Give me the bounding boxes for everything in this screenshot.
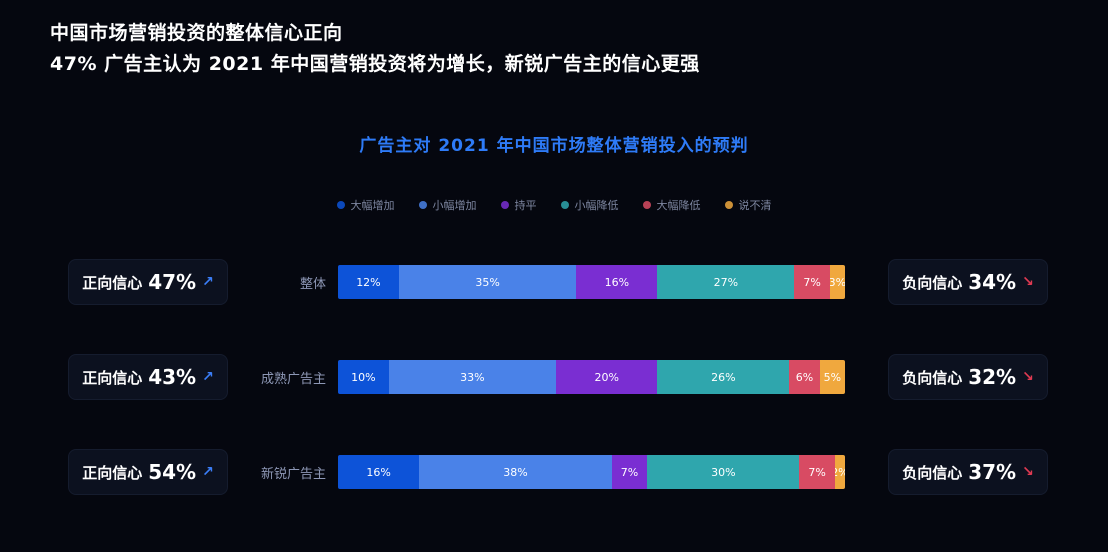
chart-row-emerging-advertisers: 正向信心 54% ↗ 新锐广告主 16% 38% 7% 30% 7% 2% 负向…: [0, 449, 1108, 495]
category-label: 成熟广告主: [260, 371, 326, 387]
subheadline: 47% 广告主认为 2021 年中国营销投资将为增长，新锐广告主的信心更强: [50, 53, 700, 76]
segment-value: 27%: [713, 275, 739, 289]
segment-value: 3%: [829, 275, 845, 289]
negative-confidence-card: 负向信心 37% ↘: [888, 449, 1048, 495]
bar-segment: 35%: [398, 265, 577, 299]
segment-value: 2%: [835, 466, 845, 479]
legend-dot: [642, 201, 651, 209]
card-value: 34%: [968, 270, 1017, 294]
trend-down-icon: ↘: [1022, 369, 1034, 385]
card-value: 47%: [148, 270, 197, 294]
bar-segment: 7%: [611, 455, 648, 489]
legend-label: 说不清: [738, 199, 772, 212]
segment-value: 7%: [620, 465, 639, 479]
legend-dot: [418, 201, 427, 209]
bar-segment: 10%: [338, 360, 389, 394]
chart-row-overall: 正向信心 47% ↗ 整体 12% 35% 16% 27% 7% 3% 负向信心…: [0, 259, 1108, 305]
segment-value: 7%: [803, 275, 821, 289]
legend-label: 大幅增加: [350, 199, 395, 212]
legend-item: 小幅降低: [560, 197, 619, 213]
bar-segment: 26%: [657, 360, 790, 394]
legend-item: 小幅增加: [418, 197, 477, 213]
card-label: 正向信心: [82, 368, 143, 387]
card-label: 负向信心: [902, 463, 963, 482]
segment-value: 35%: [475, 275, 500, 289]
card-value: 43%: [148, 365, 197, 389]
segment-value: 20%: [594, 370, 619, 384]
bar-segment: 3%: [829, 265, 845, 299]
trend-down-icon: ↘: [1022, 464, 1034, 480]
negative-confidence-card: 负向信心 32% ↘: [888, 354, 1048, 400]
legend-item: 持平: [500, 197, 537, 213]
segment-value: 10%: [351, 370, 376, 384]
bar-segment: 16%: [338, 455, 420, 489]
stacked-bar: 16% 38% 7% 30% 7% 2%: [338, 455, 845, 489]
bar-segment: 7%: [799, 455, 835, 489]
headline: 中国市场营销投资的整体信心正向: [50, 22, 343, 44]
stacked-bar: 10% 33% 20% 26% 6% 5%: [338, 360, 845, 394]
segment-value: 38%: [503, 465, 528, 479]
segment-value: 26%: [711, 370, 736, 384]
card-label: 负向信心: [902, 273, 963, 292]
legend-item: 说不清: [724, 197, 772, 213]
chart-row-mature-advertisers: 正向信心 43% ↗ 成熟广告主 10% 33% 20% 26% 6% 5% 负…: [0, 354, 1108, 400]
trend-up-icon: ↗: [202, 369, 214, 385]
category-label: 新锐广告主: [260, 466, 326, 482]
legend-dot: [560, 201, 569, 209]
positive-confidence-card: 正向信心 54% ↗: [68, 449, 228, 495]
legend-dot: [724, 201, 733, 209]
legend-dot: [500, 201, 509, 209]
chart-legend: 大幅增加 小幅增加 持平 小幅降低 大幅降低 说不清: [0, 197, 1108, 213]
trend-up-icon: ↗: [202, 274, 214, 290]
trend-up-icon: ↗: [202, 464, 214, 480]
positive-confidence-card: 正向信心 47% ↗: [68, 259, 228, 305]
segment-value: 7%: [808, 465, 826, 479]
segment-value: 33%: [460, 370, 485, 384]
card-value: 54%: [148, 460, 197, 484]
segment-value: 16%: [366, 465, 391, 479]
legend-item: 大幅增加: [336, 197, 395, 213]
card-label: 负向信心: [902, 368, 963, 387]
stacked-bar: 12% 35% 16% 27% 7% 3%: [338, 265, 845, 299]
bar-segment: 7%: [794, 265, 830, 299]
legend-label: 小幅增加: [432, 199, 477, 212]
category-label: 整体: [299, 276, 326, 292]
card-value: 37%: [968, 460, 1017, 484]
bar-segment: 2%: [834, 455, 845, 489]
bar-segment: 5%: [819, 360, 845, 394]
card-label: 正向信心: [82, 463, 143, 482]
legend-item: 大幅降低: [642, 197, 701, 213]
bar-segment: 20%: [556, 360, 658, 394]
segment-value: 6%: [795, 370, 814, 384]
chart-title: 广告主对 2021 年中国市场整体营销投入的预判: [359, 136, 749, 156]
segment-value: 16%: [604, 275, 630, 289]
legend-label: 大幅降低: [656, 199, 701, 212]
negative-confidence-card: 负向信心 34% ↘: [888, 259, 1048, 305]
bar-segment: 12%: [338, 265, 399, 299]
bar-segment: 38%: [419, 455, 612, 489]
card-value: 32%: [968, 365, 1017, 389]
card-label: 正向信心: [82, 273, 143, 292]
segment-value: 5%: [823, 370, 842, 384]
slide-header: 中国市场营销投资的整体信心正向 47% 广告主认为 2021 年中国营销投资将为…: [50, 18, 700, 81]
bar-segment: 30%: [647, 455, 800, 489]
bar-segment: 16%: [576, 265, 658, 299]
segment-value: 12%: [356, 275, 381, 289]
segment-value: 30%: [711, 465, 736, 479]
legend-label: 持平: [514, 199, 537, 212]
bar-segment: 33%: [388, 360, 557, 394]
legend-label: 小幅降低: [574, 199, 619, 212]
trend-down-icon: ↘: [1022, 274, 1034, 290]
bar-segment: 6%: [789, 360, 820, 394]
positive-confidence-card: 正向信心 43% ↗: [68, 354, 228, 400]
bar-segment: 27%: [657, 265, 795, 299]
legend-dot: [336, 201, 345, 209]
chart-rows: 正向信心 47% ↗ 整体 12% 35% 16% 27% 7% 3% 负向信心…: [0, 259, 1108, 495]
